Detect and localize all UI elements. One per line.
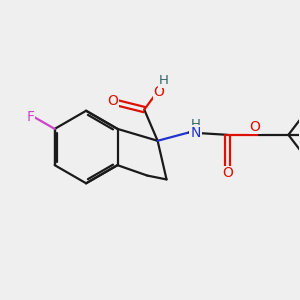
Text: O: O — [154, 85, 164, 99]
Text: O: O — [250, 119, 261, 134]
Text: O: O — [222, 167, 233, 181]
Text: F: F — [26, 110, 34, 124]
Text: N: N — [190, 126, 201, 140]
Text: H: H — [159, 74, 169, 87]
Text: H: H — [190, 118, 200, 130]
Text: O: O — [107, 94, 118, 108]
